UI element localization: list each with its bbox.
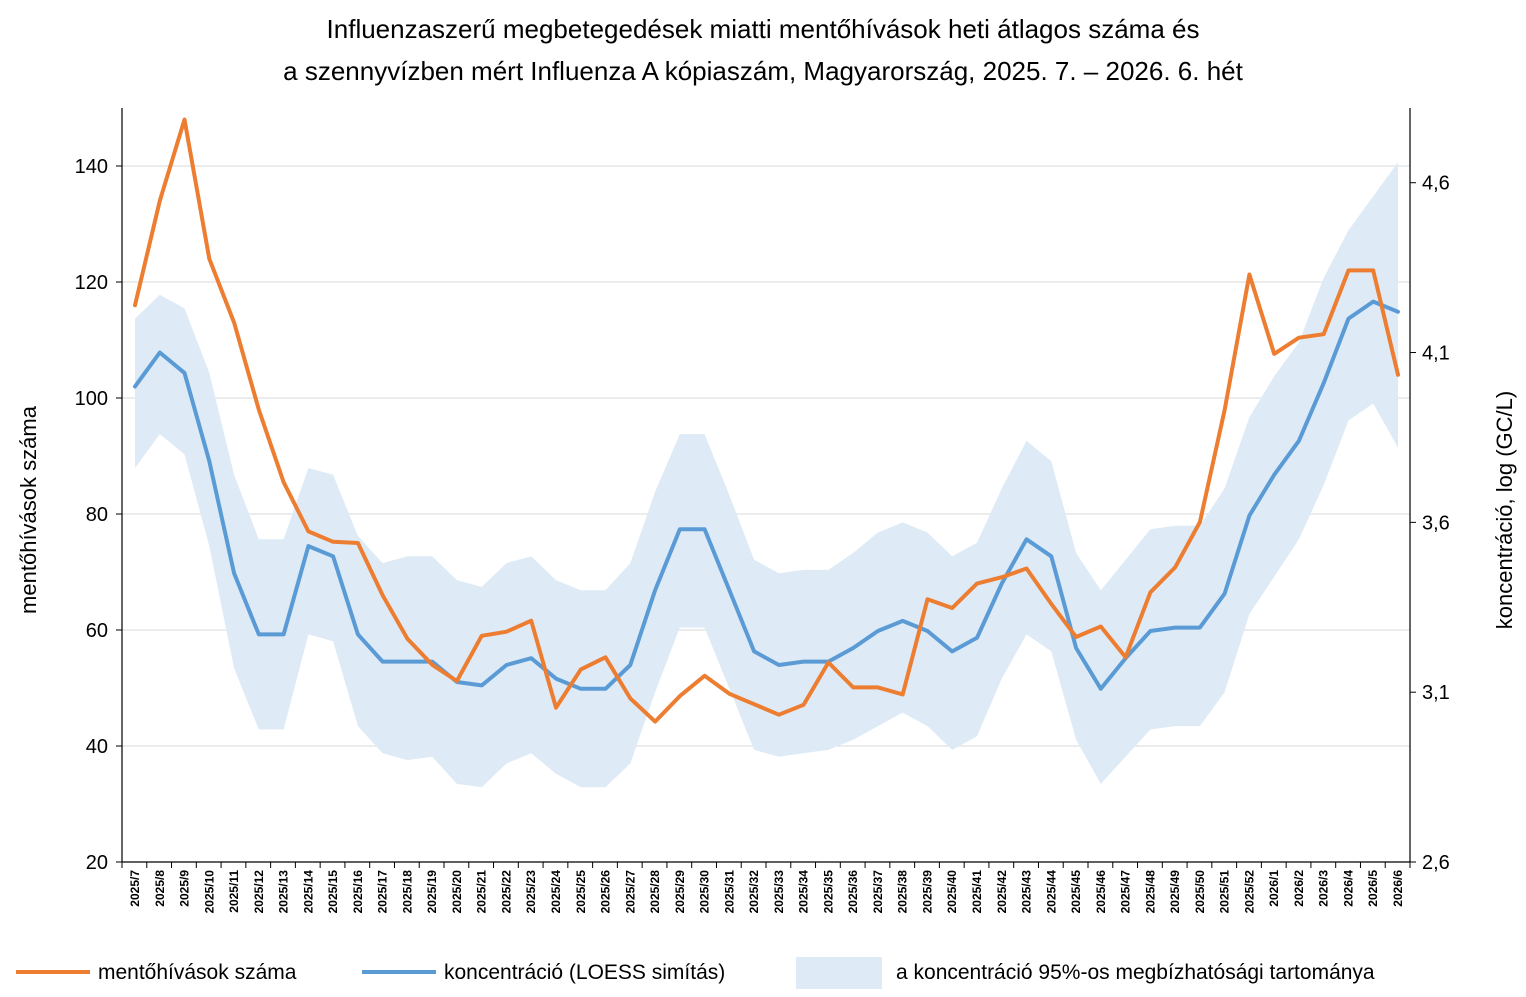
x-tick-label: 2025/24 bbox=[549, 870, 563, 914]
x-tick-label: 2025/15 bbox=[326, 870, 340, 914]
x-tick-label: 2025/47 bbox=[1119, 870, 1133, 914]
x-tick-label: 2025/50 bbox=[1193, 870, 1207, 914]
y-tick-label: 140 bbox=[75, 156, 108, 178]
x-tick-label: 2025/14 bbox=[301, 870, 315, 914]
x-tick-label: 2025/12 bbox=[252, 870, 266, 914]
x-tick-label: 2025/41 bbox=[970, 870, 984, 914]
legend-label-band: a koncentráció 95%-os megbízhatósági tar… bbox=[896, 961, 1375, 984]
x-tick-label: 2025/29 bbox=[673, 870, 687, 914]
x-tick-label: 2025/35 bbox=[821, 870, 835, 914]
x-tick-label: 2025/8 bbox=[153, 870, 167, 907]
x-tick-label: 2025/18 bbox=[400, 870, 414, 914]
y-tick-label: 60 bbox=[86, 620, 108, 642]
x-tick-label: 2026/2 bbox=[1292, 870, 1306, 907]
x-tick-label: 2025/23 bbox=[524, 870, 538, 914]
right-axis-label: koncentráció, log (GC/L) bbox=[1492, 391, 1517, 629]
legend-label-loess: koncentráció (LOESS simítás) bbox=[444, 961, 725, 984]
x-tick-label: 2025/37 bbox=[871, 870, 885, 914]
x-tick-label: 2025/27 bbox=[623, 870, 637, 914]
x-tick-label: 2025/49 bbox=[1168, 870, 1182, 914]
concentration-line bbox=[133, 299, 1400, 691]
x-tick-label: 2025/17 bbox=[376, 870, 390, 914]
x-tick-label: 2025/42 bbox=[995, 870, 1009, 914]
legend-swatch-band bbox=[796, 957, 882, 989]
x-tick-label: 2025/51 bbox=[1218, 870, 1232, 914]
x-tick-label: 2025/48 bbox=[1143, 870, 1157, 914]
x-tick-label: 2025/13 bbox=[277, 870, 291, 914]
x-tick-label: 2025/20 bbox=[450, 870, 464, 914]
x-tick-label: 2025/44 bbox=[1044, 870, 1058, 914]
y2-tick-label: 2,6 bbox=[1422, 852, 1450, 874]
confidence-band bbox=[135, 162, 1398, 788]
y2-tick-label: 4,1 bbox=[1422, 343, 1450, 365]
calls-line bbox=[133, 117, 1400, 724]
x-axis-ticks: 2025/7 2025/8 2025/9 2025/10 2025/11 2025/12 2… bbox=[121, 862, 1411, 914]
x-tick-label: 2025/10 bbox=[202, 870, 216, 914]
x-tick-label: 2025/52 bbox=[1242, 870, 1256, 914]
series-lines bbox=[133, 117, 1400, 724]
x-tick-label: 2025/31 bbox=[722, 870, 736, 914]
x-tick-label: 2026/5 bbox=[1366, 870, 1380, 907]
x-tick-label: 2026/6 bbox=[1391, 870, 1405, 907]
x-tick-label: 2025/32 bbox=[747, 870, 761, 914]
x-tick-label: 2025/16 bbox=[351, 870, 365, 914]
y-tick-label: 20 bbox=[86, 852, 108, 874]
x-tick-label: 2025/43 bbox=[1020, 870, 1034, 914]
y-tick-label: 40 bbox=[86, 736, 108, 758]
x-tick-label: 2025/19 bbox=[425, 870, 439, 914]
x-tick-label: 2025/39 bbox=[920, 870, 934, 914]
x-tick-label: 2025/45 bbox=[1069, 870, 1083, 914]
x-tick-label: 2025/33 bbox=[772, 870, 786, 914]
x-tick-label: 2026/3 bbox=[1317, 870, 1331, 907]
x-tick-label: 2025/26 bbox=[599, 870, 613, 914]
x-tick-label: 2025/46 bbox=[1094, 870, 1108, 914]
y-tick-label: 80 bbox=[86, 504, 108, 526]
x-tick-label: 2025/30 bbox=[698, 870, 712, 914]
x-tick-label: 2025/9 bbox=[178, 870, 192, 907]
chart-title-line-2: a szennyvízben mért Influenza A kópiaszá… bbox=[283, 56, 1243, 86]
legend: mentőhívások száma koncentráció (LOESS s… bbox=[16, 957, 1375, 989]
x-tick-label: 2025/36 bbox=[846, 870, 860, 914]
right-axis-ticks: 2,6 3,1 3,6 4,1 4,6 bbox=[1410, 173, 1450, 874]
x-tick-label: 2026/1 bbox=[1267, 870, 1281, 907]
left-axis-label: mentőhívások száma bbox=[16, 405, 41, 614]
x-tick-label: 2025/25 bbox=[574, 870, 588, 914]
y-tick-label: 100 bbox=[75, 388, 108, 410]
legend-label-calls: mentőhívások száma bbox=[98, 961, 297, 984]
y-tick-label: 120 bbox=[75, 272, 108, 294]
x-tick-label: 2025/38 bbox=[896, 870, 910, 914]
x-tick-label: 2025/22 bbox=[499, 870, 513, 914]
x-tick-label: 2025/40 bbox=[945, 870, 959, 914]
x-tick-label: 2025/7 bbox=[128, 870, 142, 907]
y2-tick-label: 3,1 bbox=[1422, 682, 1450, 704]
x-tick-label: 2025/34 bbox=[797, 870, 811, 914]
x-tick-label: 2026/4 bbox=[1341, 870, 1355, 907]
confidence-band-group bbox=[135, 162, 1398, 788]
x-tick-label: 2025/21 bbox=[475, 870, 489, 914]
y2-tick-label: 3,6 bbox=[1422, 512, 1450, 534]
chart-title-line-1: Influenzaszerű megbetegedések miatti men… bbox=[327, 14, 1200, 44]
y2-tick-label: 4,6 bbox=[1422, 173, 1450, 195]
left-axis-ticks: 20 40 60 80 100 120 140 bbox=[75, 156, 122, 874]
x-tick-label: 2025/28 bbox=[648, 870, 662, 914]
x-tick-label: 2025/11 bbox=[227, 870, 241, 913]
